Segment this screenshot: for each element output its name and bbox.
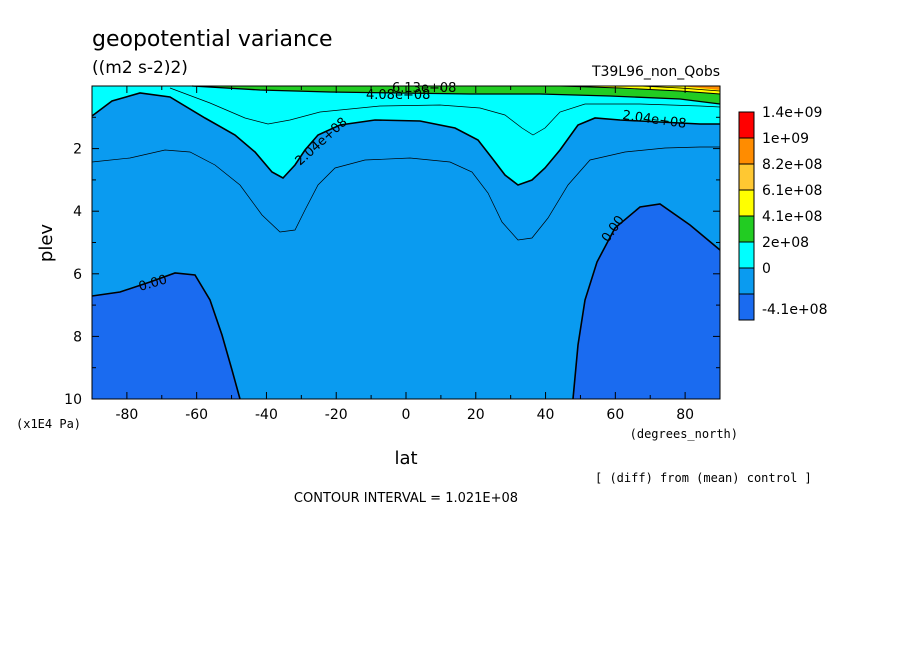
y-tick-label: 2: [73, 142, 82, 158]
contour-zero-south: [91, 272, 241, 400]
x-tick-label: 20: [467, 407, 485, 423]
contour-mid-thin: [169, 87, 721, 136]
colorbar-swatch: [738, 293, 755, 321]
colorbar-label: 8.2e+08: [762, 157, 822, 173]
contour-lines: [91, 85, 721, 400]
plot-area: 6.13e+08 4.08e+08 2.04e+08 2.04e+08 0.00…: [91, 81, 721, 400]
fill-top: [680, 86, 720, 90]
fill-negative-north: [573, 204, 720, 399]
x-tick-label: -60: [185, 407, 208, 423]
contour-label-408: 4.08e+08: [366, 88, 430, 103]
x-axis-title: lat: [394, 448, 417, 469]
colorbar-swatch: [738, 163, 755, 191]
y-tick-label: 6: [73, 267, 82, 283]
x-tick-label: 0: [402, 407, 411, 423]
x-tick-label: 80: [676, 407, 694, 423]
fill-negative-south: [92, 273, 240, 399]
colorbar-swatch: [738, 189, 755, 217]
colorbar-label: 1.4e+09: [762, 105, 822, 121]
y-axis: 2 4 6 8 10: [64, 116, 720, 408]
colorbar-swatch: [738, 241, 755, 269]
y-tick-label: 4: [73, 204, 82, 220]
contour-zero-north: [572, 203, 721, 400]
x-tick-label: 60: [606, 407, 624, 423]
colorbar-label: 6.1e+08: [762, 183, 822, 199]
run-label: T39L96_non_Qobs: [591, 64, 720, 80]
colorbar-swatch: [738, 137, 755, 165]
x-tick-label: -40: [255, 407, 278, 423]
colorbar-label: 0: [762, 261, 771, 277]
contour-204e6: [91, 92, 720, 186]
colorbar-swatch: [738, 215, 755, 243]
x-tick-label: 40: [537, 407, 555, 423]
contour-top-thin: [639, 85, 721, 92]
colorbar-label: 4.1e+08: [762, 209, 822, 225]
colorbar-label: -4.1e+08: [762, 302, 827, 318]
y-tick-label: 10: [64, 392, 82, 408]
contour-low-thin: [91, 146, 720, 241]
chart-units: ((m2 s-2)2): [92, 58, 188, 78]
x-axis-units: (degrees_north): [630, 427, 738, 441]
y-axis-units: (x1E4 Pa): [16, 417, 81, 431]
diff-note: [ (diff) from (mean) control ]: [595, 471, 812, 485]
y-tick-label: 8: [73, 329, 82, 345]
colorbar-swatch: [738, 111, 755, 139]
colorbar-label: 1e+09: [762, 131, 809, 147]
contour-interval: CONTOUR INTERVAL = 1.021E+08: [294, 491, 518, 506]
contour-408e6: [191, 85, 721, 105]
x-tick-label: -20: [325, 407, 348, 423]
y-axis-title: plev: [36, 224, 57, 263]
fill-high: [192, 86, 720, 104]
x-axis: -80 -60 -40 -20 0 20 40 60 80: [91, 86, 721, 423]
contour-label-613: 6.13e+08: [392, 81, 456, 96]
chart-title: geopotential variance: [92, 27, 333, 52]
colorbar-swatch: [738, 267, 755, 295]
colorbar-label: 2e+08: [762, 235, 809, 251]
x-tick-label: -80: [115, 407, 138, 423]
colorbar: 1.4e+09 1e+09 8.2e+08 6.1e+08 4.1e+08 2e+08 0 -…: [738, 105, 827, 321]
